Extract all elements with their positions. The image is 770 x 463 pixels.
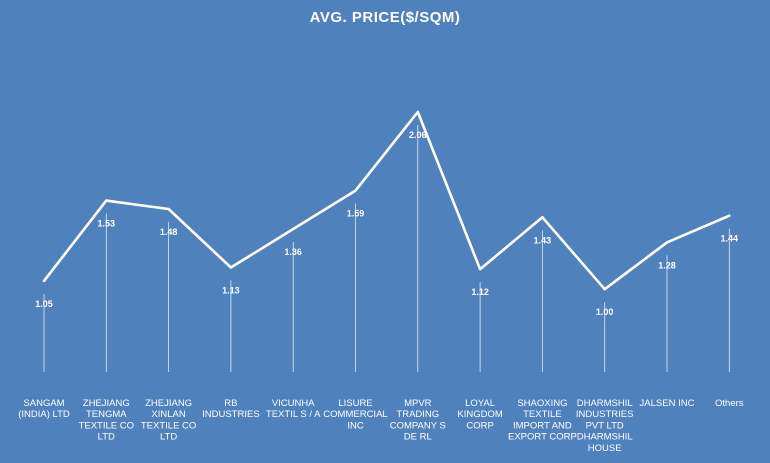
data-label: 1.12: [471, 287, 489, 297]
category-label: ZHEJIANG XINLAN TEXTILE CO LTD: [141, 398, 196, 443]
category-label: MPVR TRADING COMPANY S DE RL: [390, 398, 446, 443]
data-label: 1.48: [160, 227, 178, 237]
data-label: 1.28: [658, 260, 676, 270]
data-label: 2.06: [409, 130, 427, 140]
data-label: 1.59: [347, 209, 365, 219]
category-label: VICUNHA TEXTIL S / A: [266, 398, 321, 420]
category-label: Others: [715, 398, 744, 409]
data-label: 1.43: [534, 235, 552, 245]
data-label: 1.13: [222, 285, 240, 295]
data-label: 1.05: [35, 299, 53, 309]
category-label: SANGAM (INDIA) LTD: [18, 398, 70, 420]
chart-title: AVG. PRICE($/SQM): [309, 9, 461, 26]
category-label: LOYAL KINGDOM CORP: [457, 398, 502, 431]
data-label: 1.36: [284, 247, 302, 257]
category-label: DHARMSHIL INDUSTRIES PVT LTD DHARMSHIL HOUSE: [576, 398, 634, 454]
data-label: 1.53: [98, 219, 116, 229]
data-label: 1.44: [721, 234, 739, 244]
data-label: 1.00: [596, 307, 614, 317]
category-label: LISURE COMMERCIAL INC: [323, 398, 387, 431]
series-line: [42, 110, 731, 291]
category-label: RB INDUSTRIES: [202, 398, 260, 420]
category-label: JALSEN INC: [640, 398, 695, 409]
category-label: ZHEJIANG TENGMA TEXTILE CO LTD: [79, 398, 134, 443]
category-label: SHAOXING TEXTILE IMPORT AND EXPORT CORP: [508, 398, 577, 443]
